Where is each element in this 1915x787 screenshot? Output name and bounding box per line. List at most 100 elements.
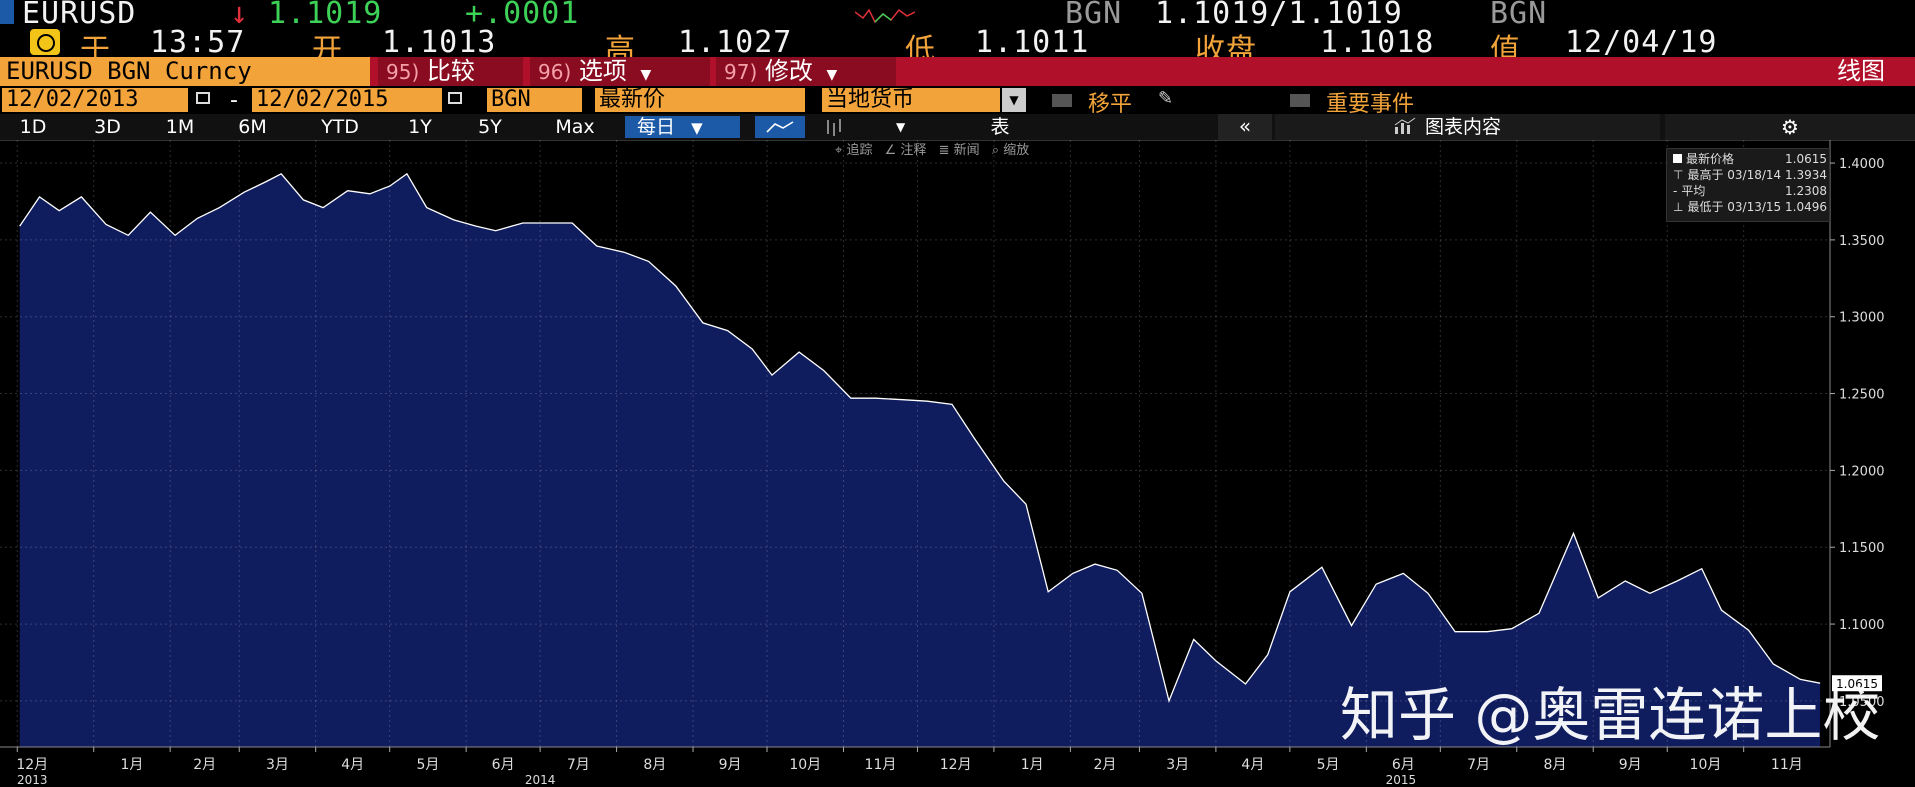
x-tick-label: 9月 <box>719 757 742 773</box>
annotate-tool[interactable]: 注释 <box>900 143 927 158</box>
x-tick-label: 9月 <box>1619 757 1642 773</box>
price-area <box>19 173 1821 748</box>
source-field[interactable]: BGN <box>487 88 582 112</box>
field-select[interactable]: 最新价 <box>595 88 805 112</box>
x-tick-label: 11月 <box>1771 757 1803 773</box>
events-checkbox[interactable] <box>1290 94 1310 107</box>
period-bar: 1D 3D 1M 6M YTD 1Y 5Y Max 每日 ▼ ▼ 表 « 图表内容 ⚙ <box>0 114 1915 141</box>
options-button[interactable]: 96) 选项 ▼ <box>530 57 710 86</box>
chart-content-label: 图表内容 <box>1425 116 1502 138</box>
compare-button-label: 比较 <box>426 57 475 85</box>
y-tick-label: 1.1000 <box>1839 618 1885 633</box>
security-field[interactable]: EURUSD BGN Curncy <box>0 57 370 86</box>
chevron-down-icon[interactable]: ▼ <box>1002 88 1026 112</box>
low-marker-icon: ⊥ <box>1673 200 1684 214</box>
chevron-down-icon: ▼ <box>691 119 703 137</box>
shift-label: 移平 <box>1088 92 1133 117</box>
last-price-tag-label: 1.0615 <box>1836 677 1878 691</box>
ask-source: BGN <box>1490 0 1548 31</box>
chevron-down-icon[interactable]: ▼ <box>896 120 906 134</box>
table-button[interactable]: 表 <box>990 116 1010 138</box>
period-ytd[interactable]: YTD <box>321 116 359 138</box>
zoom-tool[interactable]: 缩放 <box>1003 143 1030 158</box>
options-button-num: 96) <box>538 60 572 84</box>
chart-subtools: ⌖ 追踪 ∠ 注释 ≣ 新闻 ⌕ 缩放 <box>835 140 1029 162</box>
period-1y[interactable]: 1Y <box>408 116 432 138</box>
ticker-marker <box>0 0 14 24</box>
y-tick-label: 1.2500 <box>1839 388 1885 403</box>
y-tick-label: 1.3500 <box>1839 234 1885 249</box>
line-chart-icon[interactable] <box>755 116 805 138</box>
collapse-icon[interactable]: « <box>1218 114 1272 140</box>
trace-tool[interactable]: 追踪 <box>846 143 873 158</box>
date-separator: - <box>230 88 238 113</box>
x-tick-label: 2月 <box>1093 757 1116 773</box>
events-label: 重要事件 <box>1326 92 1415 117</box>
chart-toolbar: EURUSD BGN Curncy 95) 比较 96) 选项 ▼ 97) 修改… <box>0 57 1915 86</box>
legend-row-avg: ‑ 平均 <box>1673 183 1705 199</box>
x-tick-label: 2月 <box>193 757 216 773</box>
x-tick-label: 3月 <box>266 757 289 773</box>
last-price: 1.1019 <box>268 0 383 31</box>
period-6m[interactable]: 6M <box>238 116 267 138</box>
close-value: 1.1018 <box>1320 25 1435 60</box>
modify-button-num: 97) <box>724 60 758 84</box>
year-label: 2013 <box>17 773 48 787</box>
x-tick-label: 6月 <box>492 757 515 773</box>
average-marker-icon: ‑ <box>1673 184 1678 198</box>
zoom-icon: ⌕ <box>991 143 1000 158</box>
chart-content-icon <box>1393 117 1417 139</box>
modify-button[interactable]: 97) 修改 ▼ <box>716 57 896 86</box>
year-label: 2014 <box>525 773 556 787</box>
frequency-select[interactable]: 每日 ▼ <box>625 116 740 138</box>
bar-chart-icon[interactable] <box>818 116 858 138</box>
chevron-down-icon: ▼ <box>640 67 652 83</box>
pencil-icon[interactable]: ✎ <box>1158 88 1174 109</box>
ticker-symbol[interactable]: EURUSD <box>22 0 137 31</box>
period-1d[interactable]: 1D <box>19 116 47 138</box>
annotate-icon: ∠ <box>884 143 897 158</box>
y-tick-label: 1.1500 <box>1839 541 1885 556</box>
bid-ask: 1.1019/1.1019 <box>1155 0 1403 31</box>
period-3d[interactable]: 3D <box>94 116 121 138</box>
year-label: 2015 <box>1386 773 1417 787</box>
period-5y[interactable]: 5Y <box>478 116 502 138</box>
x-tick-label: 12月 <box>940 757 972 773</box>
bid-source: BGN <box>1065 0 1123 31</box>
chevron-down-icon: ▼ <box>826 67 838 83</box>
legend-row-high: ⊤ 最高于 03/18/14 <box>1673 167 1781 183</box>
price-change: +.0001 <box>465 0 580 31</box>
end-date-field[interactable]: 12/02/2015 <box>252 88 442 112</box>
x-tick-label: 7月 <box>1467 757 1490 773</box>
price-chart[interactable]: 1.4000 1.3500 1.3000 1.2500 1.2000 1.1500 1.10… <box>0 140 1915 787</box>
price-line <box>19 172 1821 703</box>
gear-icon[interactable]: ⚙ <box>1665 114 1915 140</box>
ticker-bar: EURUSD ↓ 1.1019 +.0001 BGN 1.1019/1.1019… <box>0 0 1915 31</box>
low-value: 1.1011 <box>975 25 1090 60</box>
clock-icon <box>30 29 60 55</box>
period-1m[interactable]: 1M <box>165 116 195 138</box>
x-tick-label: 10月 <box>1690 757 1722 773</box>
chart-legend: 最新价格 1.0615 ⊤ 最高于 03/18/14 1.3934 ‑ 平均 1.2… <box>1666 148 1830 222</box>
x-tick-label: 8月 <box>643 757 666 773</box>
compare-button[interactable]: 95) 比较 <box>378 57 523 86</box>
compare-button-num: 95) <box>386 60 420 84</box>
calendar-icon[interactable] <box>196 92 210 104</box>
chart-content-button[interactable]: 图表内容 <box>1275 114 1660 140</box>
shift-checkbox[interactable] <box>1052 94 1072 107</box>
watermark: 知乎 @奥雷连诺上校 <box>1340 681 1881 749</box>
high-value: 1.1027 <box>678 25 793 60</box>
options-button-label: 选项 <box>578 57 627 85</box>
y-tick-label: 1.3000 <box>1839 311 1885 326</box>
start-date-field[interactable]: 12/02/2013 <box>2 88 188 112</box>
period-max[interactable]: Max <box>555 116 595 138</box>
ohlc-bar: 于 13:57 开 1.1013 高 1.1027 低 1.1011 收盘 1.… <box>0 25 1915 68</box>
x-tick-label: 12月 <box>16 757 48 773</box>
y-tick-label: 1.0500 <box>1839 695 1885 710</box>
chart-type-label[interactable]: 线图 <box>1837 57 1885 85</box>
news-tool[interactable]: 新闻 <box>953 143 980 158</box>
currency-select[interactable]: 当地货币 <box>822 88 1000 112</box>
time-value: 13:57 <box>150 25 246 60</box>
x-tick-label: 5月 <box>1317 757 1340 773</box>
calendar-icon[interactable] <box>448 92 462 104</box>
